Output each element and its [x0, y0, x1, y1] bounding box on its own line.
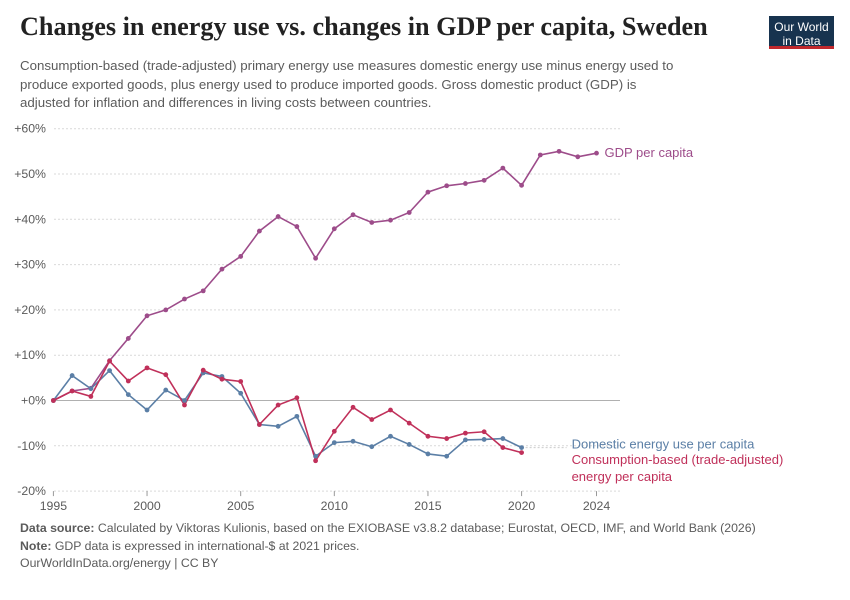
- svg-text:+20%: +20%: [14, 303, 46, 317]
- svg-text:2020: 2020: [508, 499, 536, 513]
- svg-text:+60%: +60%: [14, 122, 46, 136]
- svg-text:-10%: -10%: [17, 439, 46, 453]
- svg-text:2024: 2024: [583, 499, 611, 513]
- svg-text:+0%: +0%: [21, 394, 46, 408]
- svg-text:2010: 2010: [321, 499, 349, 513]
- svg-text:+50%: +50%: [14, 167, 46, 181]
- svg-text:-20%: -20%: [17, 484, 46, 498]
- svg-text:2000: 2000: [133, 499, 161, 513]
- svg-text:+30%: +30%: [14, 258, 46, 272]
- svg-text:energy per capita: energy per capita: [572, 469, 673, 484]
- svg-text:Consumption-based (trade-adjus: Consumption-based (trade-adjusted): [572, 452, 784, 467]
- svg-text:+10%: +10%: [14, 348, 46, 362]
- svg-text:1995: 1995: [40, 499, 68, 513]
- svg-text:GDP per capita: GDP per capita: [605, 145, 694, 160]
- svg-text:2005: 2005: [227, 499, 255, 513]
- svg-text:Domestic energy use per capita: Domestic energy use per capita: [572, 437, 756, 452]
- svg-text:+40%: +40%: [14, 212, 46, 226]
- svg-text:2015: 2015: [414, 499, 442, 513]
